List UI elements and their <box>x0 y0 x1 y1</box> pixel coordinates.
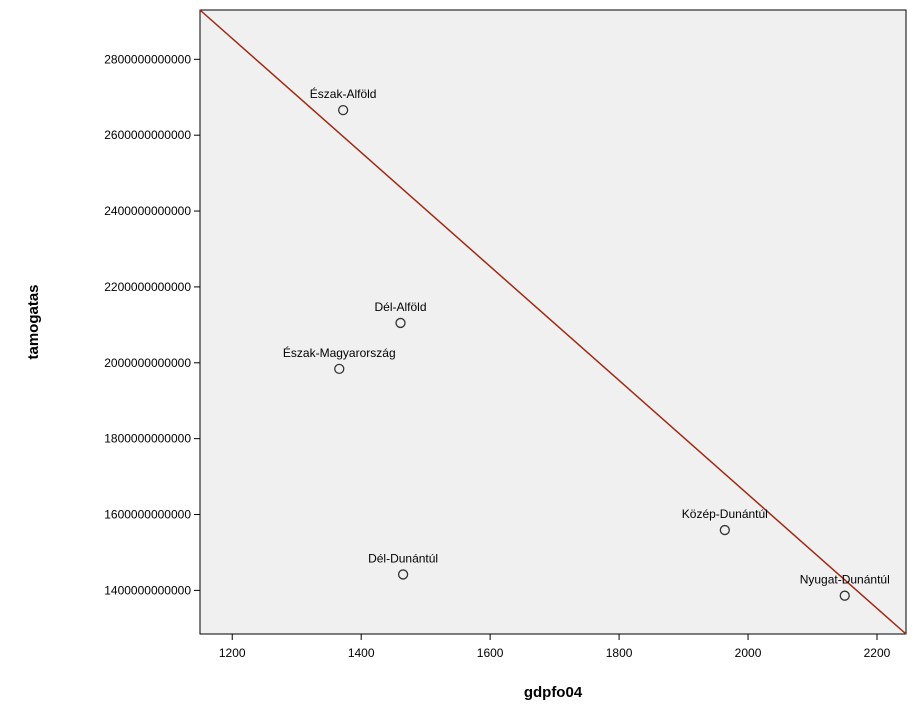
point-label: Dél-Alföld <box>375 300 427 314</box>
y-tick-label: 2600000000000 <box>104 128 191 142</box>
data-point <box>839 590 850 601</box>
y-tick-label: 2000000000000 <box>104 356 191 370</box>
x-tick-label: 1800 <box>606 646 633 660</box>
y-tick-label: 2800000000000 <box>104 52 191 66</box>
data-point <box>719 524 730 536</box>
data-points: Észak-Alföld Dél-Alföld Észak-Magyarország… <box>283 86 890 601</box>
data-point <box>397 569 409 580</box>
point-label: Észak-Alföld <box>310 86 377 101</box>
point-label: Észak-Magyarország <box>283 345 396 360</box>
x-axis-title: gdpfo04 <box>524 684 583 701</box>
x-tick-label: 2000 <box>735 646 762 660</box>
y-tick-label: 1400000000000 <box>104 583 191 597</box>
y-tick-label: 1600000000000 <box>104 508 191 522</box>
x-tick-label: 1200 <box>219 646 246 660</box>
data-point <box>395 317 406 329</box>
point-label: Nyugat-Dunántúl <box>800 573 890 587</box>
y-axis-title: tamogatas <box>25 284 42 359</box>
point-label: Közép-Dunántúl <box>682 507 768 521</box>
data-point <box>337 104 349 116</box>
x-tick-label: 1600 <box>477 646 504 660</box>
fit-line <box>199 9 907 635</box>
y-tick-label: 1800000000000 <box>104 432 191 446</box>
x-tick-label: 2200 <box>864 646 891 660</box>
y-axis: 1400000000000 1600000000000 1800000000000 2… <box>104 52 200 597</box>
y-tick-label: 2400000000000 <box>104 204 191 218</box>
y-tick-label: 2200000000000 <box>104 280 191 294</box>
x-tick-label: 1400 <box>348 646 375 660</box>
data-point <box>334 363 345 374</box>
x-axis: 1200 1400 1600 1800 2000 2200 <box>219 634 891 660</box>
point-label: Dél-Dunántúl <box>368 551 438 565</box>
